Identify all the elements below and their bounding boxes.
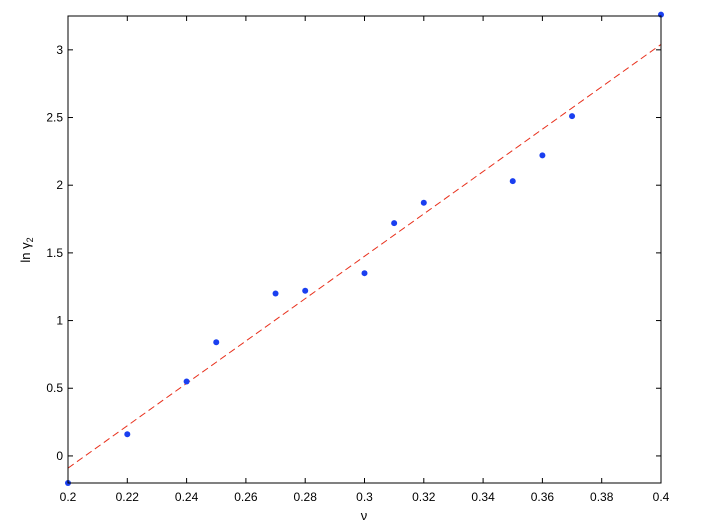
y-axis-title: ln γ2: [18, 237, 35, 262]
fit-line-layer: [67, 44, 662, 469]
data-point: [302, 287, 309, 294]
x-tick-label: 0.2: [60, 490, 77, 504]
y-tick-label: 0.5: [46, 381, 63, 395]
data-point: [213, 339, 220, 346]
y-tick-label: 1: [56, 314, 63, 328]
y-tick-label: 1.5: [46, 246, 63, 260]
x-tick-label: 0.36: [531, 490, 555, 504]
data-point: [361, 270, 368, 277]
data-point: [272, 290, 279, 297]
data-point: [509, 178, 516, 185]
x-tick-label: 0.3: [356, 490, 373, 504]
data-points-layer: [65, 11, 664, 486]
x-tick-label: 0.22: [116, 490, 140, 504]
y-axis-title-subscript: 2: [25, 237, 35, 242]
y-axis-title-main: ln γ: [18, 242, 33, 263]
x-tick-label: 0.34: [471, 490, 495, 504]
x-tick-label: 0.28: [294, 490, 318, 504]
data-point: [183, 378, 190, 385]
data-point: [124, 431, 131, 438]
fit-line: [67, 44, 662, 469]
x-tick-label: 0.26: [234, 490, 258, 504]
x-tick-label: 0.32: [412, 490, 436, 504]
data-point: [539, 152, 546, 159]
y-axis-title-group: ln γ2: [18, 237, 35, 262]
x-axis-title: ν: [361, 508, 368, 523]
x-tick-label: 0.38: [590, 490, 614, 504]
x-tick-label: 0.4: [653, 490, 670, 504]
x-tick-label: 0.24: [175, 490, 199, 504]
data-point: [569, 113, 576, 120]
y-tick-label: 0: [56, 449, 63, 463]
data-point: [391, 220, 398, 227]
y-tick-label: 3: [56, 43, 63, 57]
data-point: [420, 199, 427, 206]
axis-labels: ν ln γ2: [18, 237, 367, 523]
ticks: 0.2 0.22 0.24 0.26 0.28 0.3 0.32 0.34 0.36 0.38 0.…: [46, 16, 670, 504]
y-tick-label: 2: [56, 178, 63, 192]
y-tick-label: 2.5: [46, 111, 63, 125]
axes: [67, 15, 662, 484]
plot-frame: [67, 15, 662, 484]
